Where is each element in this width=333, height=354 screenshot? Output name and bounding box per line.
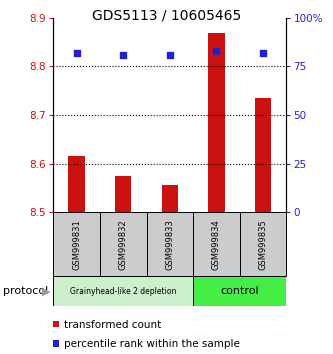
Text: GSM999834: GSM999834: [212, 219, 221, 270]
Point: [74, 50, 79, 56]
Bar: [255, 98, 271, 212]
Bar: [193, 276, 286, 306]
Bar: [69, 156, 85, 212]
Point: [121, 52, 126, 58]
Text: GDS5113 / 10605465: GDS5113 / 10605465: [92, 9, 241, 23]
Bar: [53, 276, 193, 306]
Text: Grainyhead-like 2 depletion: Grainyhead-like 2 depletion: [70, 287, 176, 296]
Bar: [240, 212, 286, 276]
Text: GSM999831: GSM999831: [72, 219, 81, 270]
Bar: [100, 212, 147, 276]
Text: control: control: [220, 286, 259, 296]
Bar: [208, 33, 225, 212]
Bar: [162, 185, 178, 212]
Point: [260, 50, 266, 56]
Text: GSM999832: GSM999832: [119, 219, 128, 270]
Bar: [53, 212, 100, 276]
Text: transformed count: transformed count: [64, 320, 161, 330]
Text: GSM999835: GSM999835: [258, 219, 268, 270]
Text: percentile rank within the sample: percentile rank within the sample: [64, 339, 239, 349]
Point: [167, 52, 172, 58]
Text: GSM999833: GSM999833: [165, 219, 174, 270]
Text: protocol: protocol: [3, 286, 49, 296]
Bar: [193, 212, 240, 276]
Bar: [147, 212, 193, 276]
Bar: [115, 176, 131, 212]
Point: [214, 48, 219, 54]
Text: ▶: ▶: [42, 286, 50, 296]
